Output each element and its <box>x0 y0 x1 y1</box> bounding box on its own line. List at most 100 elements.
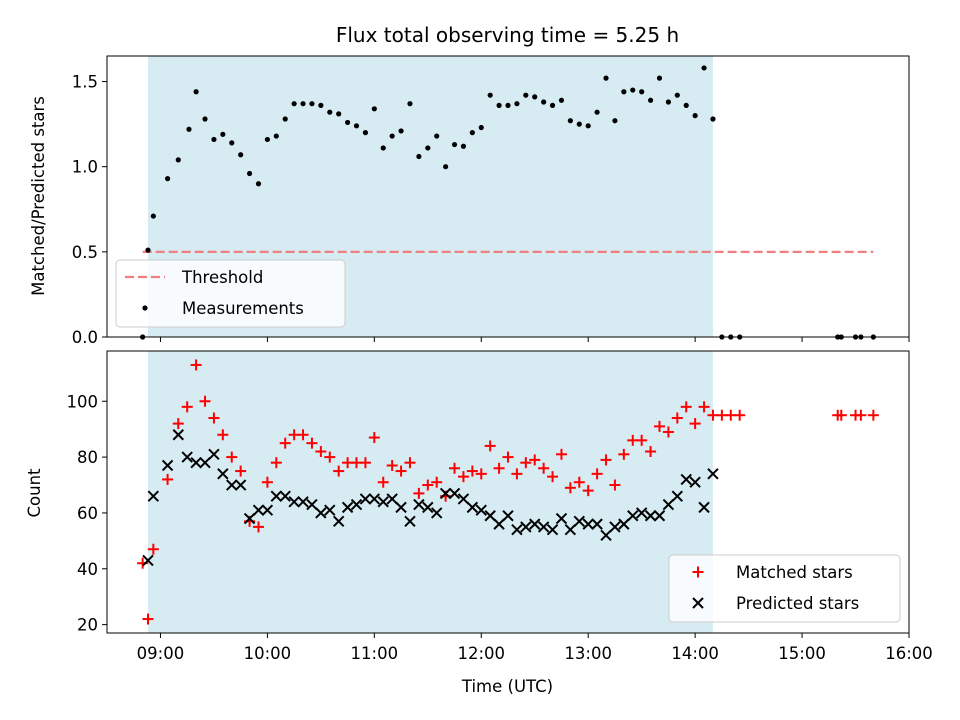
legend-predicted-cross <box>692 597 704 609</box>
predicted-star-point-b <box>377 496 389 508</box>
measurement-point <box>282 116 288 122</box>
measurement-point <box>505 102 511 108</box>
matched-star-point <box>386 459 398 471</box>
predicted-star-point-b <box>199 456 211 469</box>
legend-predicted-cross-b <box>692 597 704 609</box>
matched-star-point <box>404 457 416 469</box>
measurement-point <box>478 124 484 131</box>
predicted-star-point <box>279 490 291 502</box>
measurement-point <box>621 89 627 95</box>
predicted-star-point <box>502 510 514 522</box>
matched-star-point <box>315 446 327 458</box>
predicted-star-point-b <box>217 468 229 480</box>
predicted-star-point-b <box>324 504 336 516</box>
predicted-star-point-b <box>288 496 300 508</box>
count-panel: 20 40 60 80 100 09:00 10:00 11:00 12:00 13:00 14:… <box>25 350 933 696</box>
matched-star-point <box>680 401 692 413</box>
predicted-star-point-b <box>413 498 425 511</box>
measurement-point <box>202 116 208 122</box>
measurement-point <box>639 89 645 95</box>
matched-star-point <box>645 446 657 458</box>
predicted-star-point <box>199 456 211 469</box>
predicted-star-point-b <box>493 518 505 530</box>
count-y-tick-label: 40 <box>77 560 98 579</box>
predicted-star-point <box>350 498 363 511</box>
measurement-point <box>273 133 279 139</box>
measurement-point <box>318 102 324 108</box>
legend-threshold-label: Threshold <box>181 268 263 287</box>
ratio-y-ticks: 0.0 0.5 1.0 1.5 <box>72 73 107 347</box>
count-y-tick-label: 60 <box>77 504 98 523</box>
predicted-star-point <box>466 501 479 514</box>
predicted-star-point-b <box>671 490 684 502</box>
predicted-star-point-b <box>350 498 363 511</box>
predicted-star-point-b <box>431 507 443 519</box>
matched-star-point <box>413 487 425 499</box>
predicted-star-point-b <box>520 521 532 533</box>
measurement-point <box>380 145 386 151</box>
predicted-star-point <box>689 476 701 488</box>
predicted-star-point <box>172 429 184 441</box>
predicted-star-point <box>368 493 381 505</box>
measurement-point <box>238 152 244 158</box>
predicted-star-point <box>573 515 585 528</box>
predicted-star-point <box>520 521 532 533</box>
predicted-star-point <box>386 493 398 505</box>
matched-star-point <box>181 401 193 413</box>
x-tick-label: 14:00 <box>671 644 719 663</box>
predicted-star-point <box>234 479 247 491</box>
measurement-point <box>229 140 235 146</box>
measurement-point <box>371 106 377 112</box>
predicted-star-point-b <box>555 512 568 525</box>
predicted-star-point <box>226 479 238 491</box>
measurement-points <box>140 65 876 340</box>
predicted-star-point <box>252 504 265 516</box>
measurement-point <box>585 123 591 129</box>
matched-star-point <box>431 476 443 488</box>
matched-star-point <box>377 476 389 488</box>
predicted-star-point <box>190 456 202 469</box>
predicted-star-point-b <box>147 490 160 502</box>
measurement-point <box>193 89 199 95</box>
predicted-star-point <box>582 518 594 530</box>
matched-star-point <box>261 476 273 488</box>
predicted-star-point-b <box>190 456 202 469</box>
measurement-point <box>255 181 262 187</box>
predicted-star-point-b <box>332 515 345 528</box>
predicted-star-point-b <box>591 518 603 530</box>
predicted-star-point-b <box>448 487 461 500</box>
predicted-star-point <box>627 510 639 522</box>
measurement-point <box>264 136 270 143</box>
predicted-star-point-b <box>511 523 523 536</box>
predicted-star-point <box>422 501 434 514</box>
matched-stars-points <box>137 359 879 625</box>
matched-star-point <box>466 465 478 477</box>
measurement-point <box>175 157 181 163</box>
predicted-star-point <box>698 501 710 514</box>
observing-window-span-bottom <box>147 351 713 633</box>
matched-star-point <box>449 462 461 474</box>
predicted-star-point <box>635 507 648 519</box>
legend-measurements-swatch <box>142 305 148 311</box>
ratio-x-ticks <box>159 337 910 342</box>
predicted-star-point <box>341 501 354 514</box>
measurement-point <box>469 130 475 136</box>
predicted-star-point <box>208 448 220 461</box>
matched-star-point <box>199 395 211 407</box>
predicted-star-point <box>306 498 318 511</box>
predicted-star-point-b <box>582 518 594 530</box>
measurement-point <box>389 133 395 139</box>
predicted-star-point-b <box>181 451 193 463</box>
predicted-star-point <box>395 501 407 514</box>
measurement-point <box>523 92 529 98</box>
predicted-star-point <box>600 529 612 541</box>
ratio-y-tick-label: 1.0 <box>72 158 98 177</box>
count-legend: Matched stars Predicted stars <box>668 554 901 623</box>
predicted-star-point-b <box>564 523 577 536</box>
predicted-star-point <box>511 523 523 536</box>
predicted-star-point-b <box>698 501 710 514</box>
measurement-point <box>300 101 306 107</box>
count-y-axis-label: Count <box>25 468 44 518</box>
matched-star-point <box>493 462 505 474</box>
